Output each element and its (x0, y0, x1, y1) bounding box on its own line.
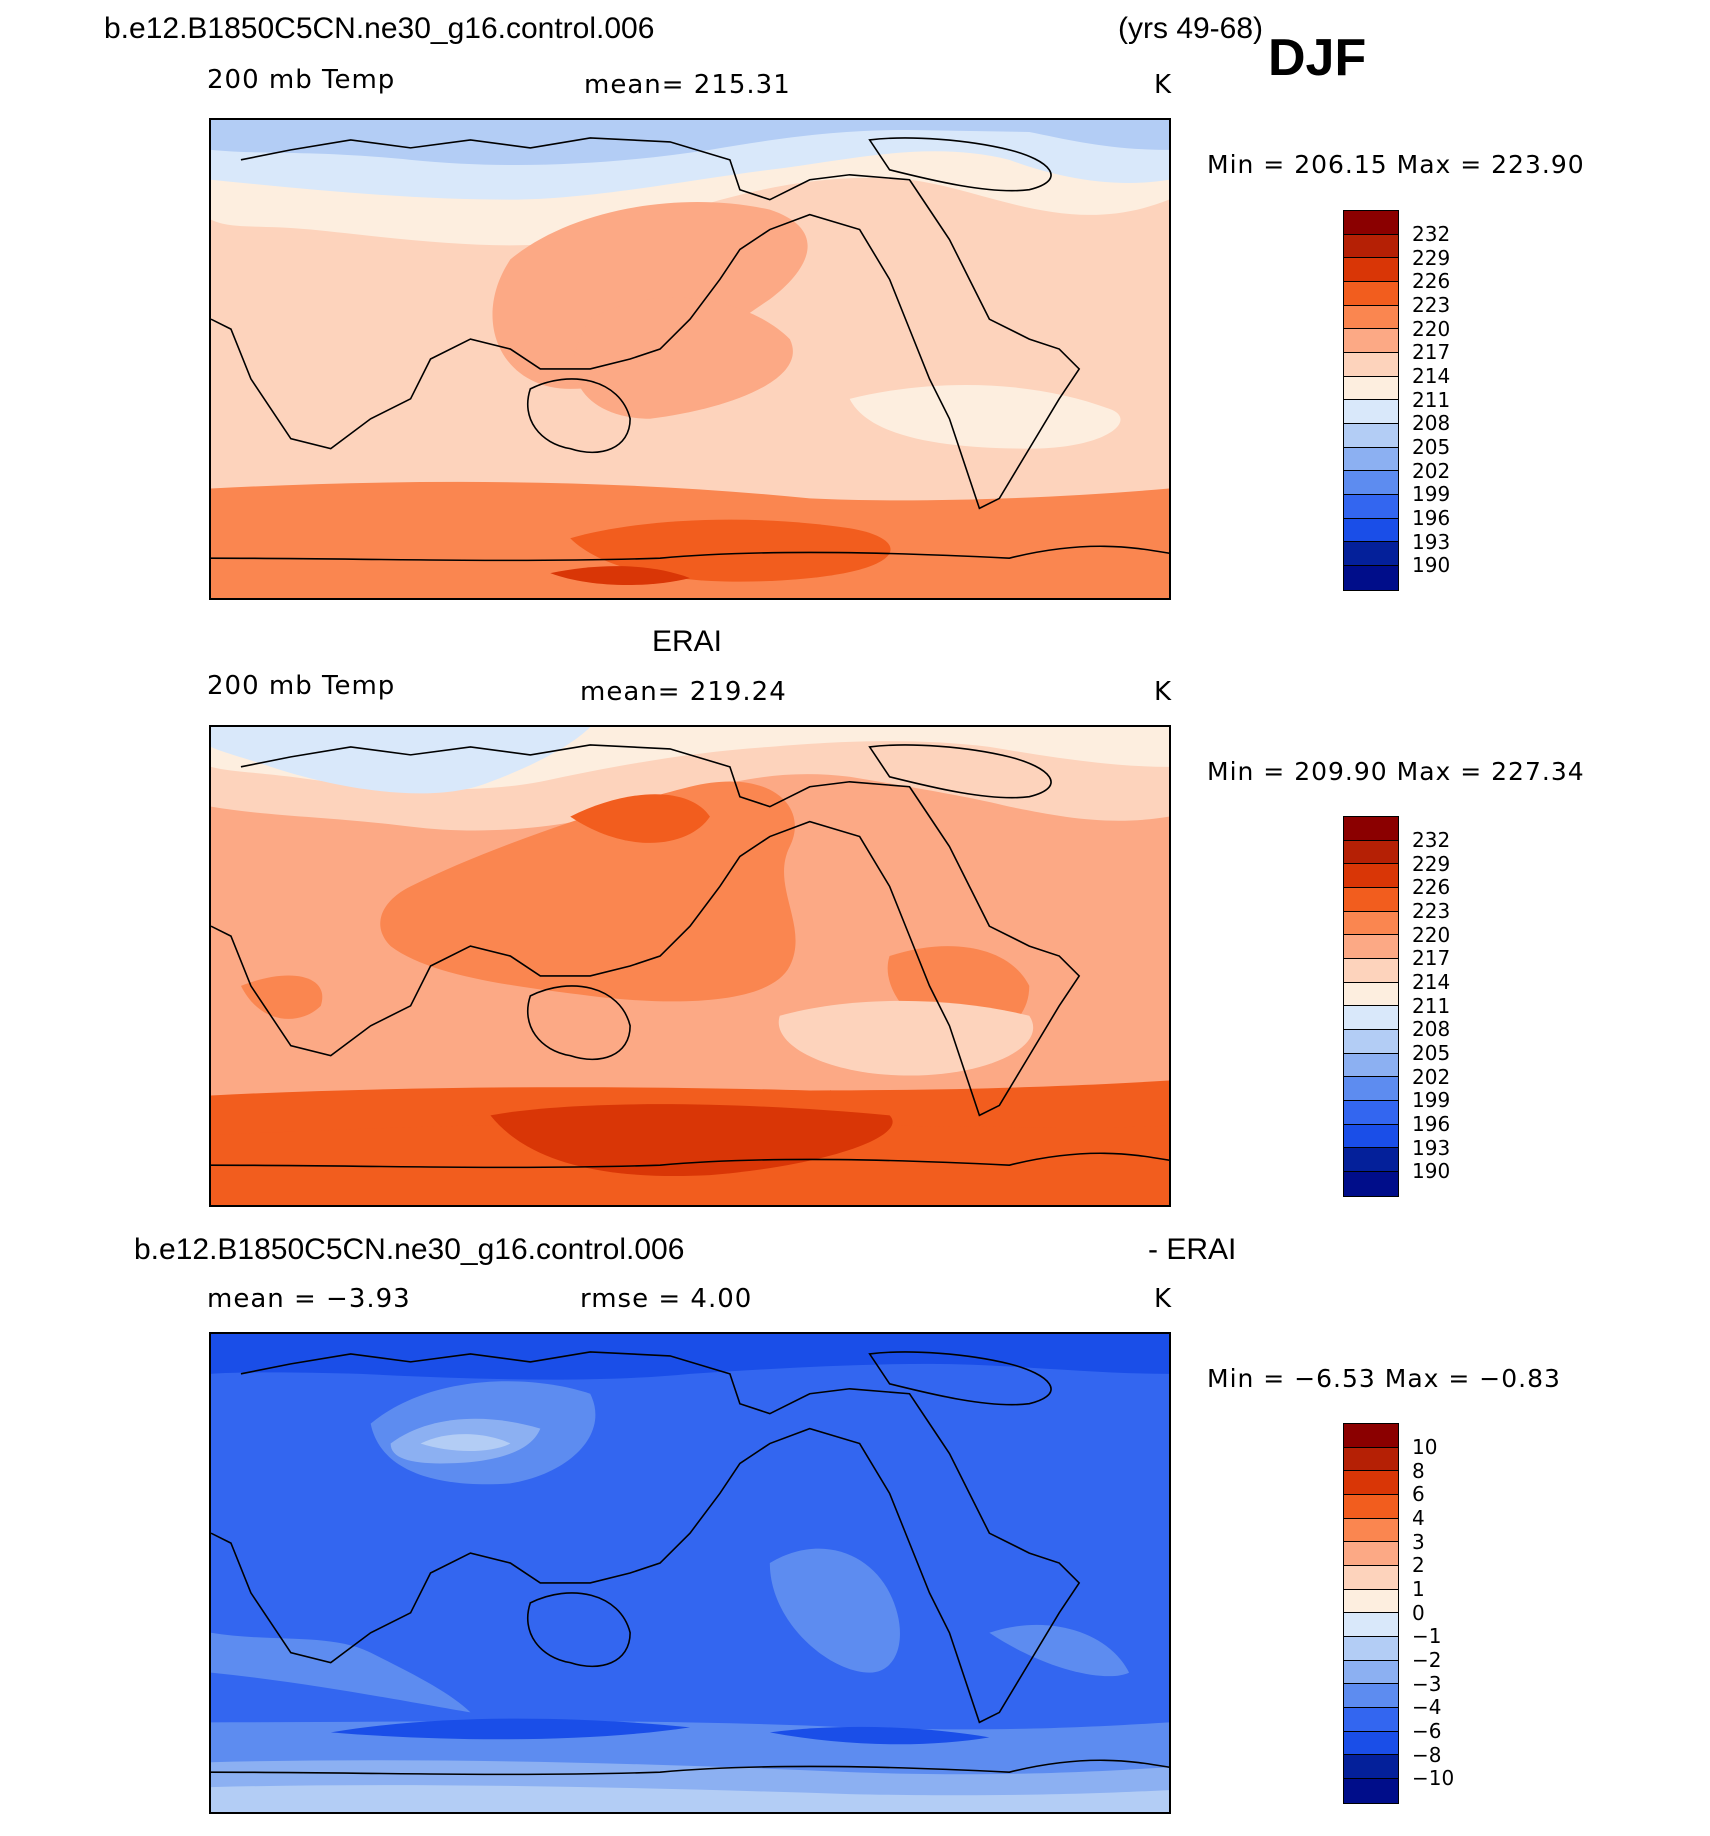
colorbar-label: 211 (1412, 993, 1451, 1018)
panel3-colorbar-labels: 10 8 6 4 3 2 1 0 −1 −2 −3 −4 −6 −8 −10 (1412, 1435, 1455, 1791)
panel1-mean: mean= 215.31 (584, 70, 791, 100)
colorbar-label: 214 (1412, 969, 1451, 994)
panel2-map (209, 725, 1171, 1207)
panel3-colorbar (1343, 1423, 1399, 1804)
panel1-units: K (1154, 70, 1173, 100)
colorbar-label: −4 (1412, 1695, 1442, 1720)
colorbar-label: −10 (1412, 1766, 1455, 1791)
panel1-variable: 200 mb Temp (207, 65, 396, 95)
panel2-title: ERAI (652, 625, 723, 658)
colorbar-label: 220 (1412, 316, 1451, 341)
colorbar-label: −6 (1412, 1718, 1442, 1743)
colorbar-label: −3 (1412, 1671, 1442, 1696)
colorbar-label: 2 (1412, 1553, 1425, 1578)
colorbar-label: 214 (1412, 363, 1451, 388)
colorbar-label: 205 (1412, 1040, 1451, 1065)
colorbar-label: 217 (1412, 946, 1451, 971)
colorbar-label: 205 (1412, 434, 1451, 459)
colorbar-label: 226 (1412, 875, 1451, 900)
colorbar-label: 3 (1412, 1529, 1425, 1554)
panel2-variable: 200 mb Temp (207, 671, 396, 701)
colorbar-label: 199 (1412, 1088, 1451, 1113)
panel2-colorbar (1343, 816, 1399, 1197)
panel3-title-left: b.e12.B1850C5CN.ne30_g16.control.006 (134, 1233, 685, 1266)
panel1-colorbar (1343, 210, 1399, 591)
colorbar-label: 220 (1412, 922, 1451, 947)
colorbar-label: 202 (1412, 458, 1451, 483)
colorbar-label: 196 (1412, 1111, 1451, 1136)
colorbar-label: 223 (1412, 292, 1451, 317)
colorbar-label: −1 (1412, 1624, 1442, 1649)
colorbar-label: 193 (1412, 1135, 1451, 1160)
panel2-colorbar-labels: 232 229 226 223 220 217 214 211 208 205 … (1412, 828, 1451, 1184)
panel3-minmax: Min = −6.53 Max = −0.83 (1207, 1364, 1561, 1393)
panel3-mean: mean = −3.93 (207, 1284, 411, 1314)
colorbar-label: 190 (1412, 553, 1451, 578)
colorbar-label: 193 (1412, 529, 1451, 554)
colorbar-label: −2 (1412, 1647, 1442, 1672)
panel2-units: K (1154, 677, 1173, 707)
panel1-map (209, 118, 1171, 600)
colorbar-label: 190 (1412, 1159, 1451, 1184)
colorbar-label: −8 (1412, 1742, 1442, 1767)
colorbar-label: 10 (1412, 1435, 1438, 1459)
colorbar-label: 199 (1412, 482, 1451, 507)
case-title: b.e12.B1850C5CN.ne30_g16.control.006 (104, 12, 655, 45)
panel3-rmse: rmse = 4.00 (580, 1284, 753, 1314)
colorbar-label: 4 (1412, 1505, 1425, 1530)
colorbar-label: 8 (1412, 1458, 1425, 1483)
panel1-colorbar-labels: 232 229 226 223 220 217 214 211 208 205 … (1412, 222, 1451, 578)
colorbar-label: 232 (1412, 222, 1451, 246)
colorbar-label: 1 (1412, 1576, 1425, 1601)
colorbar-label: 223 (1412, 898, 1451, 923)
colorbar-label: 0 (1412, 1600, 1425, 1625)
colorbar-label: 217 (1412, 340, 1451, 365)
colorbar-label: 6 (1412, 1482, 1425, 1507)
season-label: DJF (1268, 29, 1367, 87)
panel2-minmax: Min = 209.90 Max = 227.34 (1207, 757, 1585, 786)
colorbar-label: 196 (1412, 505, 1451, 530)
colorbar-label: 202 (1412, 1064, 1451, 1089)
colorbar-label: 208 (1412, 411, 1451, 436)
panel2-mean: mean= 219.24 (580, 677, 787, 707)
panel3-title-right: - ERAI (1148, 1233, 1237, 1266)
panel3-units: K (1154, 1284, 1173, 1314)
colorbar-label: 208 (1412, 1017, 1451, 1042)
colorbar-label: 229 (1412, 851, 1451, 876)
colorbar-label: 226 (1412, 269, 1451, 294)
colorbar-label: 232 (1412, 828, 1451, 852)
panel3-map (209, 1332, 1171, 1814)
years-label: (yrs 49-68) (1118, 12, 1264, 45)
colorbar-label: 211 (1412, 387, 1451, 412)
colorbar-label: 229 (1412, 245, 1451, 270)
panel1-minmax: Min = 206.15 Max = 223.90 (1207, 150, 1585, 179)
